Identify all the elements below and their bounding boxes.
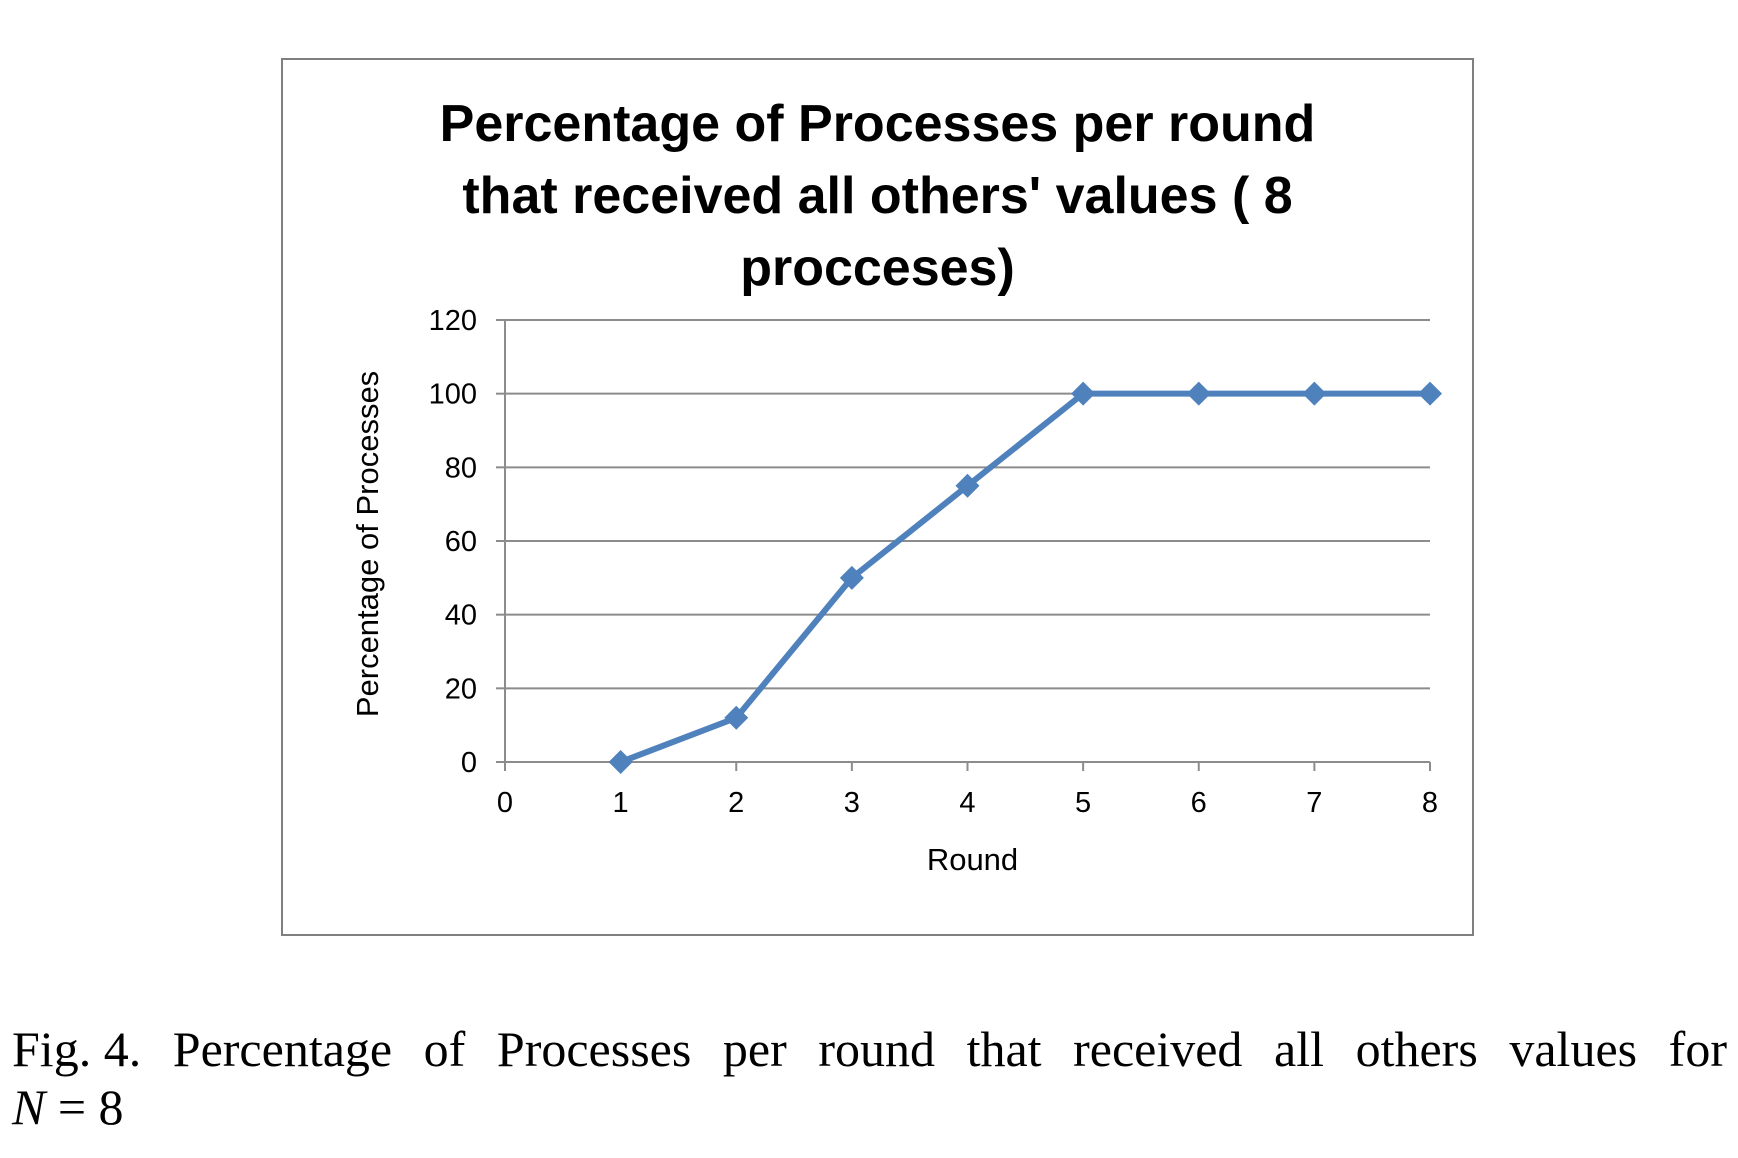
x-tick-label: 1: [613, 787, 629, 819]
data-point-marker: [1186, 381, 1211, 406]
caption-variable: N: [12, 1079, 46, 1135]
x-axis-label: Round: [927, 842, 1018, 877]
chart-title-line-2: that received all others' values ( 8: [462, 167, 1293, 225]
y-tick-label: 0: [461, 747, 477, 779]
y-tick-label: 20: [445, 673, 477, 705]
chart-frame: [281, 58, 1474, 936]
x-tick-label: 2: [728, 787, 744, 819]
y-tick-label: 80: [445, 452, 477, 484]
data-point-marker: [1418, 381, 1442, 406]
chart-title-line-1: Percentage of Processes per round: [439, 95, 1316, 153]
data-point-marker: [955, 473, 980, 498]
y-axis-label: Percentage of Processes: [350, 371, 385, 717]
caption-word: round: [818, 1021, 935, 1077]
y-tick-label: 40: [445, 600, 477, 632]
x-tick-label: 6: [1191, 787, 1207, 819]
x-tick-label: 8: [1422, 787, 1438, 819]
series-line: [619, 390, 1430, 765]
caption-word: all: [1274, 1021, 1324, 1077]
x-tick-label: 5: [1075, 787, 1091, 819]
y-tick-label: 120: [429, 305, 477, 337]
figure-caption: Fig. 4. Percentage of Processes per round tha…: [12, 1020, 1727, 1136]
data-point-marker: [839, 565, 864, 590]
x-tick-label: 0: [497, 787, 513, 819]
caption-line-2: N = 8: [12, 1078, 1727, 1136]
chart-title: Percentage of Processes per round that r…: [281, 88, 1474, 304]
x-tick-label: 4: [959, 787, 975, 819]
data-point-marker: [1302, 381, 1327, 406]
caption-word: for: [1668, 1021, 1727, 1077]
y-tick-label: 100: [429, 379, 477, 411]
caption-word: received: [1073, 1021, 1243, 1077]
data-point-marker: [724, 705, 749, 730]
caption-word: per: [722, 1021, 787, 1077]
y-tick-label: 60: [445, 526, 477, 558]
x-tick-label: 3: [844, 787, 860, 819]
caption-word: values: [1509, 1021, 1638, 1077]
caption-word: Processes: [496, 1021, 692, 1077]
caption-line-1: Fig. 4. Percentage of Processes per round tha…: [12, 1020, 1727, 1078]
caption-word: that: [966, 1021, 1042, 1077]
caption-word: of: [423, 1021, 466, 1077]
data-point-marker: [608, 750, 633, 774]
caption-label: Fig. 4.: [12, 1021, 142, 1077]
caption-word: others: [1355, 1021, 1478, 1077]
caption-equation: = 8: [45, 1079, 124, 1135]
chart-title-line-3: procceses): [740, 239, 1015, 297]
data-point-marker: [1071, 381, 1096, 406]
caption-word: Percentage: [172, 1021, 393, 1077]
x-tick-label: 7: [1306, 787, 1322, 819]
